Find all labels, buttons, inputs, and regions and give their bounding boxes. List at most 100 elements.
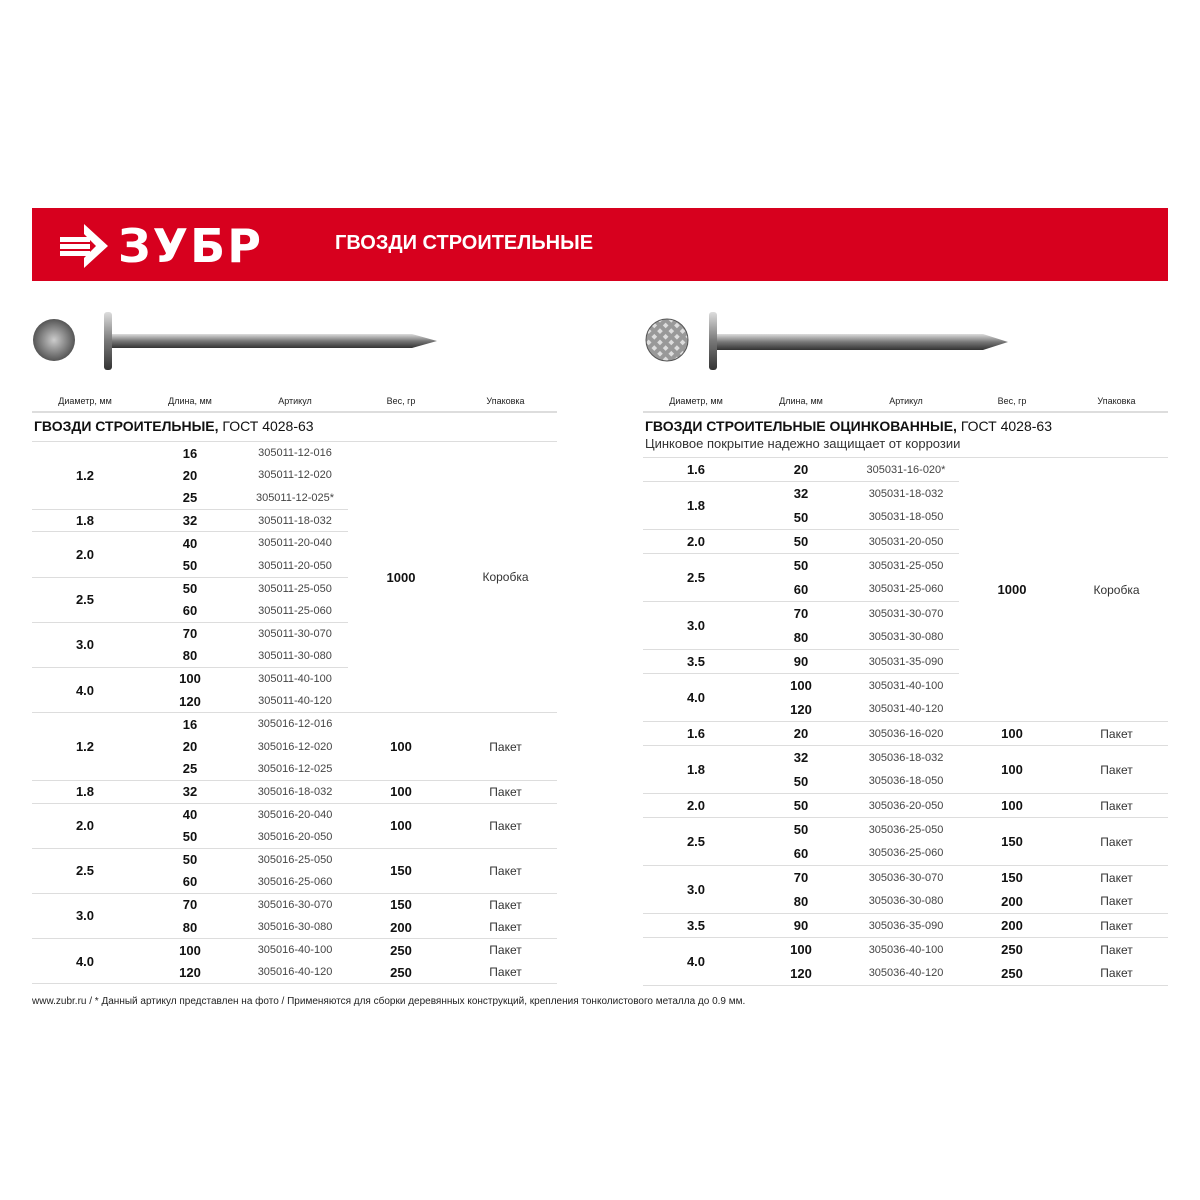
- length-cell: 25: [182, 761, 198, 777]
- pack-cell: Пакет: [489, 965, 522, 980]
- table-row: 1.2 16 305016-12-016 100 Пакет: [32, 712, 557, 781]
- article-cell: 305031-25-050: [853, 553, 959, 578]
- length-cell: 50: [793, 773, 809, 789]
- article-cell: 305016-40-120: [257, 966, 333, 979]
- length-cell: 32: [749, 481, 853, 506]
- title-standard: ГОСТ 4028-63: [218, 418, 314, 434]
- weight-cell: 200: [1001, 893, 1023, 909]
- weight-cell: 250: [348, 938, 454, 962]
- weight-cell: 200: [959, 913, 1065, 938]
- diameter-cell: 2.0: [643, 793, 749, 818]
- title-bold: ГВОЗДИ СТРОИТЕЛЬНЫЕ,: [34, 418, 219, 434]
- col-pack: Упаковка: [486, 396, 525, 406]
- col-weight: Вес, гр: [386, 396, 416, 406]
- table-row: 80 305016-30-080 200 Пакет: [32, 916, 557, 939]
- nail-image: [33, 312, 437, 370]
- article-cell: 305011-25-060: [258, 604, 332, 617]
- article-cell: 305031-16-020*: [853, 457, 959, 482]
- pack-cell: Пакет: [1065, 745, 1168, 794]
- weight-cell: 100: [348, 802, 454, 849]
- weight-cell: 1000: [348, 440, 454, 713]
- article-cell: 305031-18-032: [853, 481, 959, 506]
- diameter-cell: 2.5: [643, 553, 749, 602]
- table-row: 120 305016-40-120 250 Пакет: [32, 961, 557, 984]
- article-cell: 305011-20-040: [242, 531, 348, 555]
- pack-cell: Пакет: [454, 847, 557, 894]
- title-standard: ГОСТ 4028-63: [956, 418, 1052, 434]
- table-row: 2.0 40 305016-20-040 100 Пакет: [32, 802, 557, 849]
- pack-cell: Коробка: [454, 440, 557, 713]
- weight-cell: 100: [959, 721, 1065, 746]
- length-cell: 20: [182, 739, 198, 755]
- diameter-cell: 2.5: [643, 817, 749, 866]
- diameter-cell: 1.6: [643, 721, 749, 746]
- pack-cell: Пакет: [1100, 966, 1133, 981]
- diameter-cell: 1.8: [643, 481, 749, 530]
- table-row: 1.8 32 305036-18-032 100 Пакет: [643, 745, 1168, 794]
- article-cell: 305036-30-070: [853, 865, 959, 890]
- diameter-cell: 1.2: [32, 441, 138, 510]
- length-cell: 32: [749, 745, 853, 770]
- table-row: 60 305036-25-060: [643, 842, 1168, 866]
- pack-cell: Пакет: [1065, 913, 1168, 938]
- article-cell: 305016-40-100: [242, 938, 348, 962]
- length-cell: 20: [749, 721, 853, 746]
- pack-cell: Коробка: [1065, 457, 1168, 722]
- brand-logo: ЗУБР: [58, 222, 263, 270]
- table-row: 2.0 50 305036-20-050 100 Пакет: [643, 793, 1168, 818]
- product-table: 1.6 20 305031-16-020* 1000 Коробка 1.8 32 30503…: [643, 457, 1168, 986]
- length-cell: 100: [749, 937, 853, 962]
- article-cell: 305031-25-060: [868, 583, 944, 596]
- table-row: 1.8 32 305011-18-032: [32, 508, 557, 532]
- weight-cell: 150: [348, 847, 454, 894]
- diameter-cell: 1.8: [32, 508, 138, 532]
- length-cell: 60: [182, 874, 198, 890]
- article-cell: 305011-12-016: [242, 441, 348, 465]
- pack-cell: Пакет: [454, 779, 557, 803]
- table-row: 4.0 100 305036-40-100 250 Пакет: [643, 937, 1168, 986]
- table-row: 120 305036-40-120 250 Пакет: [643, 962, 1168, 986]
- weight-cell: 250: [1001, 965, 1023, 981]
- table-row: 50 305011-20-050: [32, 554, 557, 577]
- diameter-cell: 2.5: [32, 576, 138, 623]
- pack-cell: Пакет: [1065, 793, 1168, 818]
- diameter-cell: 3.5: [643, 913, 749, 938]
- article-cell: 305031-20-050: [853, 529, 959, 554]
- length-cell: 25: [182, 490, 198, 506]
- section-title: ГВОЗДИ СТРОИТЕЛЬНЫЕ, ГОСТ 4028-63: [34, 418, 314, 434]
- table-row: 2.5 50 305031-25-050: [643, 553, 1168, 602]
- diameter-cell: 1.8: [643, 745, 749, 794]
- table-row: 2.5 50 305011-25-050: [32, 576, 557, 623]
- article-cell: 305016-18-032: [242, 779, 348, 803]
- pack-cell: Пакет: [1100, 894, 1133, 909]
- article-cell: 305011-30-070: [242, 621, 348, 645]
- table-row: 3.5 90 305036-35-090 200 Пакет: [643, 913, 1168, 938]
- length-cell: 120: [179, 964, 201, 980]
- length-cell: 50: [182, 558, 198, 574]
- pack-cell: Пакет: [1065, 937, 1168, 962]
- length-cell: 50: [749, 529, 853, 554]
- diameter-cell: 3.5: [643, 649, 749, 674]
- diameter-cell: 3.0: [643, 601, 749, 650]
- article-cell: 305011-18-032: [242, 508, 348, 532]
- diameter-cell: 4.0: [32, 666, 138, 713]
- table-row: 1.6 20 305036-16-020 100 Пакет: [643, 721, 1168, 746]
- length-cell: 60: [793, 581, 809, 597]
- table-row: 2.5 50 305016-25-050 150 Пакет: [32, 847, 557, 894]
- table-row: 3.0 70 305016-30-070 150 Пакет: [32, 892, 557, 939]
- article-cell: 305036-16-020: [853, 721, 959, 746]
- pack-cell: Пакет: [1065, 817, 1168, 866]
- article-cell: 305031-40-120: [868, 703, 944, 716]
- footer-note: www.zubr.ru / * Данный артикул представл…: [32, 996, 746, 1007]
- table-row: 4.0 100 305016-40-100 250 Пакет: [32, 938, 557, 984]
- article-cell: 305031-30-070: [853, 601, 959, 626]
- length-cell: 32: [138, 779, 242, 803]
- pack-cell: Пакет: [454, 938, 557, 962]
- article-cell: 305031-30-080: [868, 631, 944, 644]
- weight-cell: 250: [390, 964, 412, 980]
- article-cell: 305016-20-050: [257, 830, 333, 843]
- section-title: ГВОЗДИ СТРОИТЕЛЬНЫЕ ОЦИНКОВАННЫЕ, ГОСТ 4…: [645, 418, 1052, 434]
- length-cell: 120: [790, 701, 812, 717]
- brand-name: ЗУБР: [118, 219, 263, 273]
- length-cell: 50: [182, 829, 198, 845]
